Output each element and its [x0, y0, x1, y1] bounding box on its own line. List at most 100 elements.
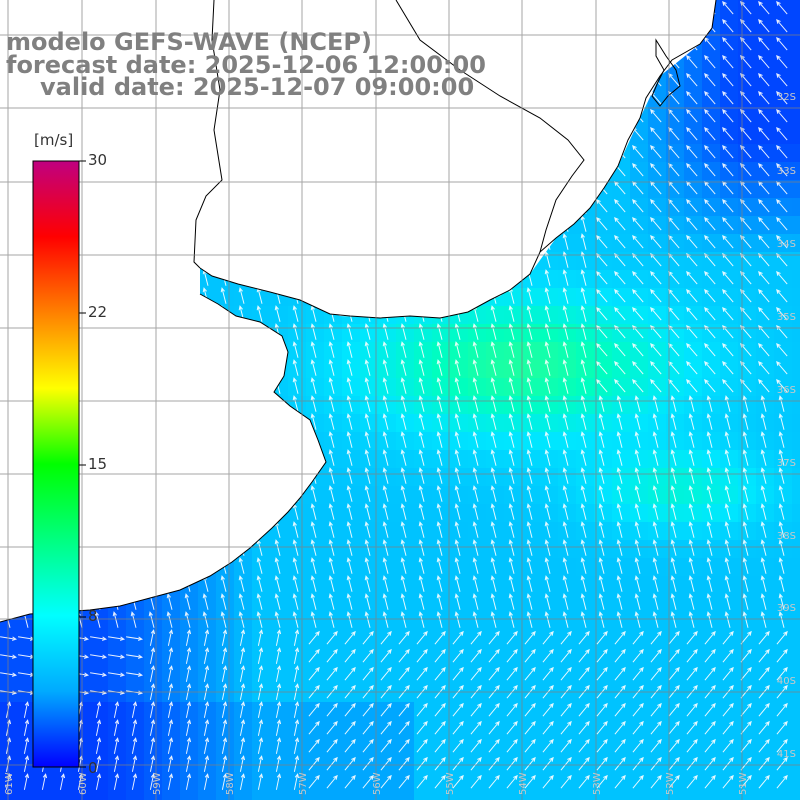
wind-cell	[396, 774, 415, 793]
wind-cell	[378, 342, 397, 361]
wind-arrow	[454, 359, 461, 376]
wind-cell	[612, 486, 631, 505]
wind-arrow	[185, 629, 192, 646]
wind-cell	[360, 594, 379, 613]
wind-cell	[774, 558, 793, 577]
wind-cell	[396, 684, 415, 703]
wind-cell	[792, 504, 800, 523]
wind-arrow	[632, 145, 644, 159]
wind-arrow	[328, 539, 335, 556]
wind-arrow	[632, 343, 644, 357]
wind-cell	[198, 720, 217, 739]
wind-cell	[756, 486, 775, 505]
wind-arrow	[184, 593, 191, 610]
wind-cell	[792, 468, 800, 487]
wind-arrow	[292, 593, 299, 610]
wind-arrow	[167, 773, 174, 790]
wind-cell	[756, 396, 775, 415]
wind-cell	[558, 360, 577, 379]
wind-cell	[450, 468, 469, 487]
wind-cell	[738, 648, 757, 667]
wind-cell	[468, 378, 487, 397]
wind-arrow	[275, 737, 282, 754]
wind-cell	[432, 396, 451, 415]
wind-cell	[306, 378, 325, 397]
wind-cell	[522, 576, 541, 595]
wind-arrow	[544, 359, 551, 376]
wind-arrow	[310, 413, 317, 430]
wind-arrow	[382, 485, 389, 502]
wind-cell	[594, 540, 613, 559]
wind-cell	[486, 450, 505, 469]
wind-arrow	[488, 720, 500, 735]
wind-arrow	[704, 163, 716, 177]
wind-cell	[648, 594, 667, 613]
wind-arrow	[776, 55, 788, 69]
wind-arrow	[112, 611, 119, 628]
wind-arrow	[220, 575, 227, 592]
wind-cell	[558, 504, 577, 523]
wind-arrow	[616, 503, 623, 520]
wind-arrow	[472, 557, 479, 574]
wind-cell	[684, 414, 703, 433]
wind-arrow	[740, 630, 752, 645]
wind-cell	[252, 684, 271, 703]
wind-cell	[612, 396, 631, 415]
wind-cell	[702, 702, 721, 721]
wind-cell	[396, 630, 415, 649]
wind-cell	[540, 738, 559, 757]
wind-cell	[72, 774, 91, 793]
wind-cell	[648, 720, 667, 739]
wind-cell	[666, 504, 685, 523]
wind-arrow	[310, 395, 317, 412]
wind-arrow	[257, 773, 264, 790]
wind-cell	[360, 774, 379, 793]
wind-cell	[684, 522, 703, 541]
wind-arrow	[364, 467, 371, 484]
wind-cell	[324, 324, 343, 343]
wind-arrow	[472, 395, 479, 412]
wind-cell	[738, 792, 757, 800]
wind-arrow	[616, 557, 623, 574]
wind-arrow	[310, 305, 317, 322]
wind-arrow	[470, 630, 482, 645]
wind-arrow	[526, 341, 533, 358]
wind-arrow	[310, 359, 317, 376]
wind-arrow	[506, 720, 518, 735]
wind-arrow	[776, 289, 788, 303]
wind-cell	[414, 486, 433, 505]
wind-cell	[18, 612, 37, 631]
wind-arrow	[740, 163, 752, 177]
wind-cell	[594, 630, 613, 649]
wind-arrow	[23, 701, 30, 718]
wind-arrow	[760, 539, 767, 556]
wind-cell	[414, 342, 433, 361]
wind-cell	[324, 702, 343, 721]
wind-cell	[702, 666, 721, 685]
wind-cell	[792, 792, 800, 800]
wind-arrow	[470, 666, 482, 681]
wind-cell	[648, 684, 667, 703]
wind-arrow	[524, 738, 536, 753]
wind-arrow	[490, 485, 497, 502]
wind-arrow	[149, 629, 156, 646]
wind-cell	[432, 630, 451, 649]
wind-arrow	[418, 521, 425, 538]
wind-cell	[288, 540, 307, 559]
wind-cell	[576, 792, 595, 800]
wind-arrow	[758, 199, 770, 213]
wind-cell	[36, 774, 55, 793]
wind-cell	[414, 648, 433, 667]
wind-arrow	[670, 593, 677, 610]
wind-cell	[684, 702, 703, 721]
wind-arrow	[472, 503, 479, 520]
wind-arrow	[580, 449, 587, 466]
wind-arrow	[740, 774, 752, 789]
wind-arrow	[380, 648, 392, 663]
wind-arrow	[490, 323, 497, 340]
wind-arrow	[490, 575, 497, 592]
wind-arrow	[220, 593, 227, 610]
wind-arrow	[614, 307, 626, 321]
wind-cell	[756, 540, 775, 559]
